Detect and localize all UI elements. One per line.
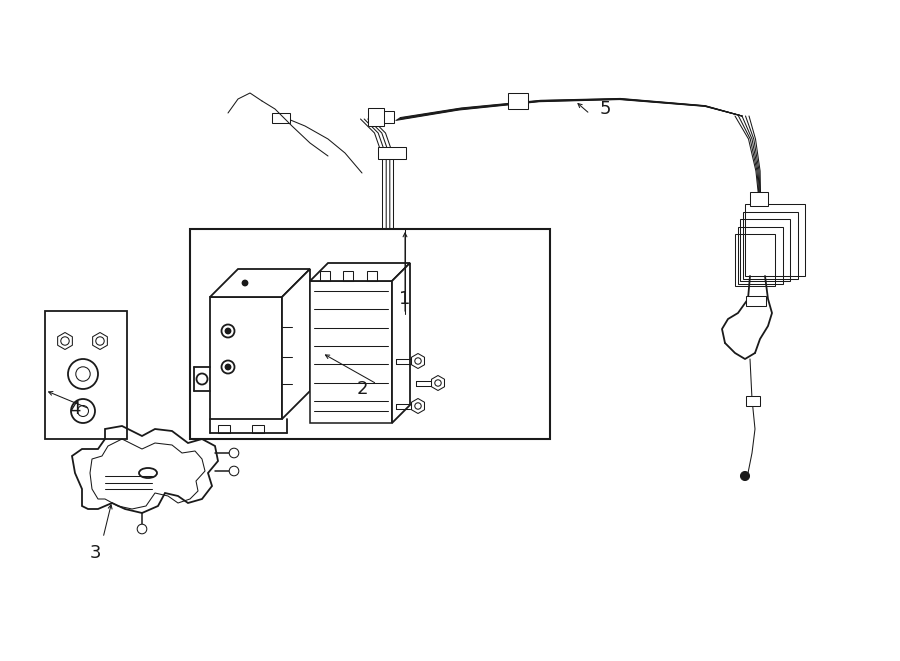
- Polygon shape: [310, 281, 392, 423]
- Polygon shape: [93, 332, 107, 350]
- Bar: [368, 108, 384, 126]
- Circle shape: [226, 329, 230, 334]
- Polygon shape: [411, 354, 425, 368]
- Bar: [45, 311, 127, 439]
- Bar: [742, 212, 797, 278]
- Text: 5: 5: [599, 100, 611, 118]
- Circle shape: [230, 466, 238, 476]
- Polygon shape: [431, 375, 445, 391]
- Circle shape: [230, 448, 238, 458]
- Polygon shape: [411, 399, 425, 414]
- Polygon shape: [210, 297, 282, 419]
- Polygon shape: [58, 332, 72, 350]
- Bar: [367, 271, 377, 281]
- Bar: [746, 296, 766, 306]
- Circle shape: [137, 524, 147, 534]
- Text: 3: 3: [89, 544, 101, 562]
- Polygon shape: [282, 269, 310, 419]
- Bar: [343, 271, 353, 281]
- Bar: [252, 425, 264, 433]
- Polygon shape: [392, 263, 410, 423]
- Bar: [750, 192, 768, 206]
- Bar: [735, 234, 775, 286]
- Bar: [320, 271, 330, 281]
- Bar: [737, 227, 782, 284]
- Text: 2: 2: [356, 380, 368, 398]
- Polygon shape: [210, 269, 310, 297]
- Bar: [746, 396, 760, 406]
- Circle shape: [226, 364, 230, 369]
- Polygon shape: [310, 263, 410, 281]
- Bar: [745, 204, 805, 276]
- Bar: [740, 219, 790, 281]
- Circle shape: [741, 471, 750, 481]
- Bar: [372, 111, 394, 123]
- Bar: [190, 229, 550, 439]
- Text: 1: 1: [400, 290, 410, 308]
- Bar: [218, 425, 230, 433]
- Bar: [508, 93, 528, 109]
- Text: 4: 4: [69, 400, 81, 418]
- Bar: [272, 113, 290, 123]
- Circle shape: [242, 280, 248, 286]
- Bar: [378, 147, 406, 159]
